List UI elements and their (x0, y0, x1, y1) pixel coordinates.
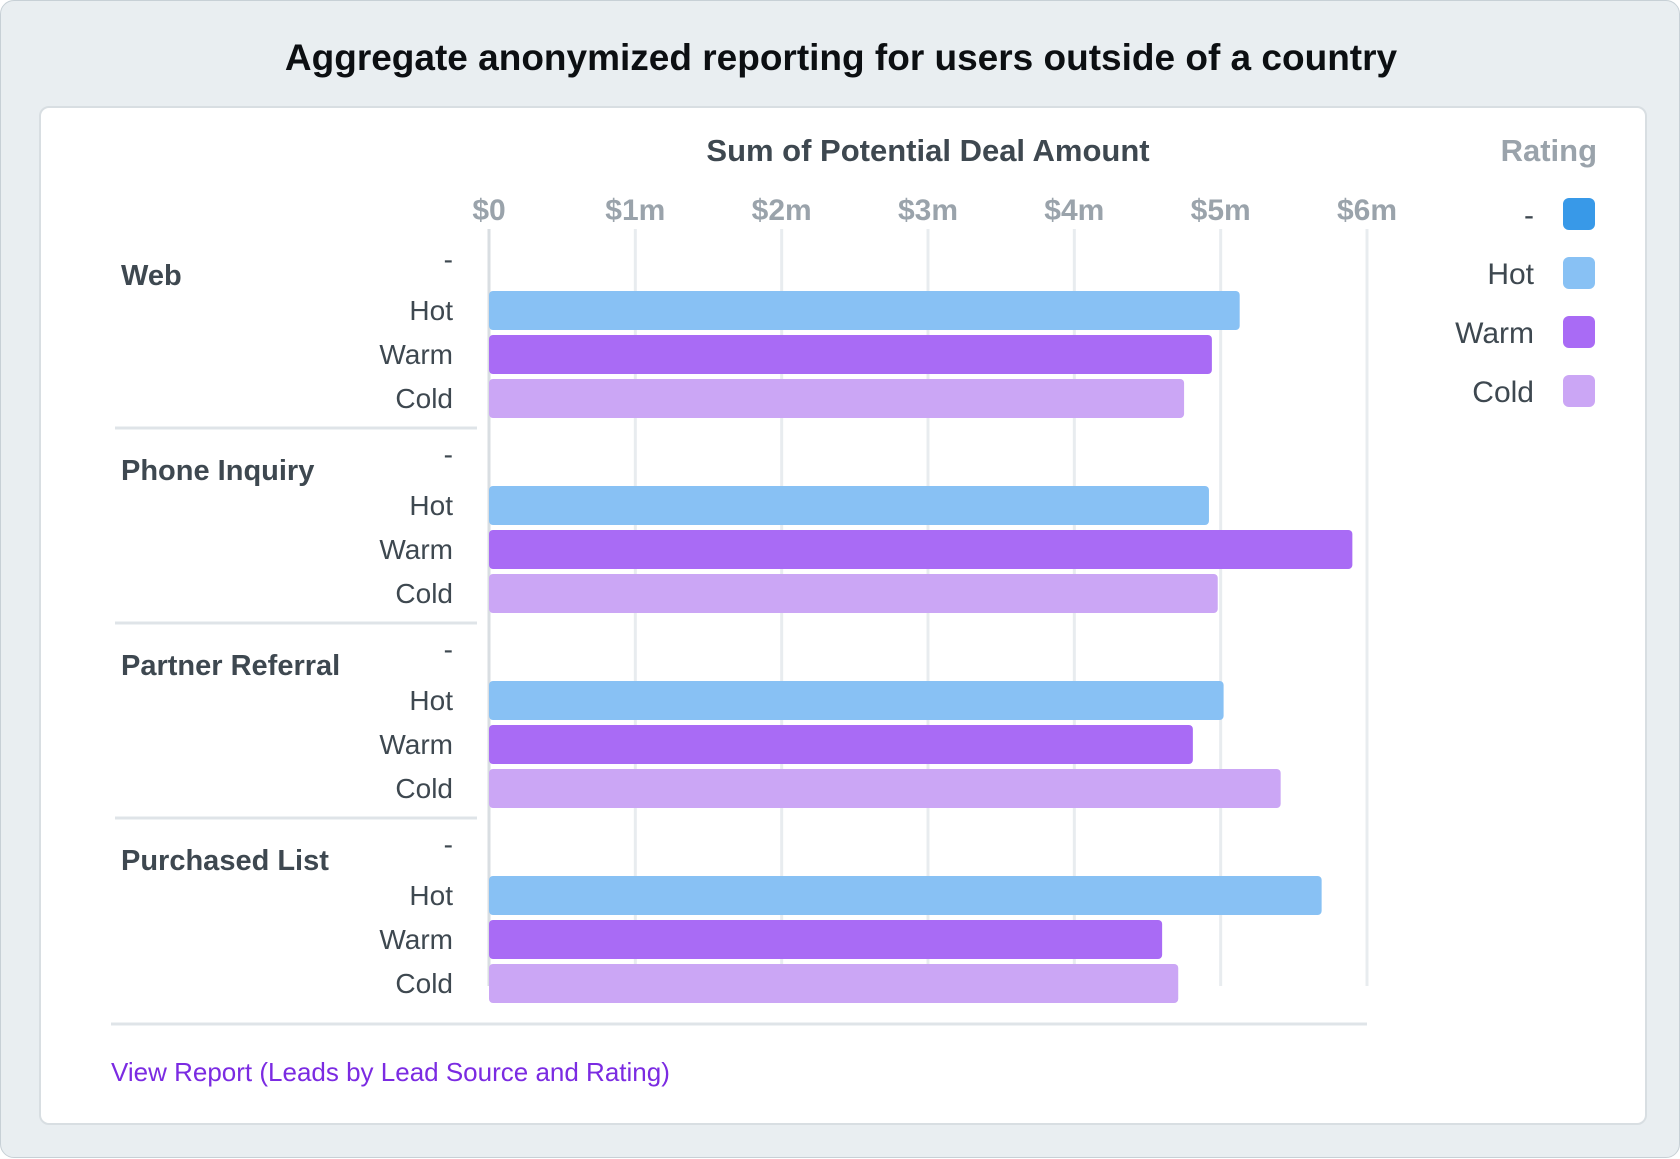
bar (489, 291, 1240, 330)
x-tick-label: $0 (472, 194, 505, 227)
legend-label: - (1524, 199, 1534, 232)
row-label: Hot (409, 880, 453, 911)
bar (489, 964, 1179, 1003)
x-tick-label: $2m (752, 194, 812, 227)
bar (489, 769, 1281, 808)
row-label: Cold (395, 383, 453, 414)
bar (489, 379, 1185, 418)
bar (489, 574, 1218, 613)
bar (489, 335, 1212, 374)
bar (489, 725, 1193, 764)
x-tick-label: $6m (1337, 194, 1397, 227)
group-label: Phone Inquiry (121, 455, 314, 487)
bar (489, 681, 1224, 720)
legend-label: Warm (1455, 317, 1534, 350)
row-label: - (444, 829, 453, 860)
x-tick-label: $3m (898, 194, 958, 227)
x-tick-label: $4m (1044, 194, 1104, 227)
row-label: Hot (409, 295, 453, 326)
chart-title: Sum of Potential Deal Amount (706, 133, 1149, 168)
view-report-link[interactable]: View Report (Leads by Lead Source and Ra… (111, 1057, 670, 1087)
row-label: Warm (379, 924, 453, 955)
row-label: - (444, 244, 453, 275)
legend-title: Rating (1501, 133, 1597, 168)
bar (489, 876, 1322, 915)
legend-swatch (1563, 375, 1595, 407)
row-label: Warm (379, 534, 453, 565)
bar (489, 530, 1353, 569)
row-label: Cold (395, 773, 453, 804)
bar (489, 486, 1209, 525)
group-label: Purchased List (121, 845, 329, 877)
group-label: Web (121, 260, 182, 292)
row-label: - (444, 439, 453, 470)
group-label: Partner Referral (121, 650, 340, 682)
legend-label: Hot (1487, 258, 1534, 291)
legend-swatch (1563, 257, 1595, 289)
row-label: Warm (379, 339, 453, 370)
legend-swatch (1563, 198, 1595, 230)
row-label: Warm (379, 729, 453, 760)
page-title: Aggregate anonymized reporting for users… (284, 37, 1398, 78)
bar (489, 920, 1163, 959)
x-tick-label: $5m (1191, 194, 1251, 227)
row-label: - (444, 634, 453, 665)
row-label: Cold (395, 968, 453, 999)
legend-swatch (1563, 316, 1595, 348)
x-tick-label: $1m (605, 194, 665, 227)
row-label: Cold (395, 578, 453, 609)
row-label: Hot (409, 685, 453, 716)
legend-label: Cold (1472, 376, 1534, 409)
row-label: Hot (409, 490, 453, 521)
